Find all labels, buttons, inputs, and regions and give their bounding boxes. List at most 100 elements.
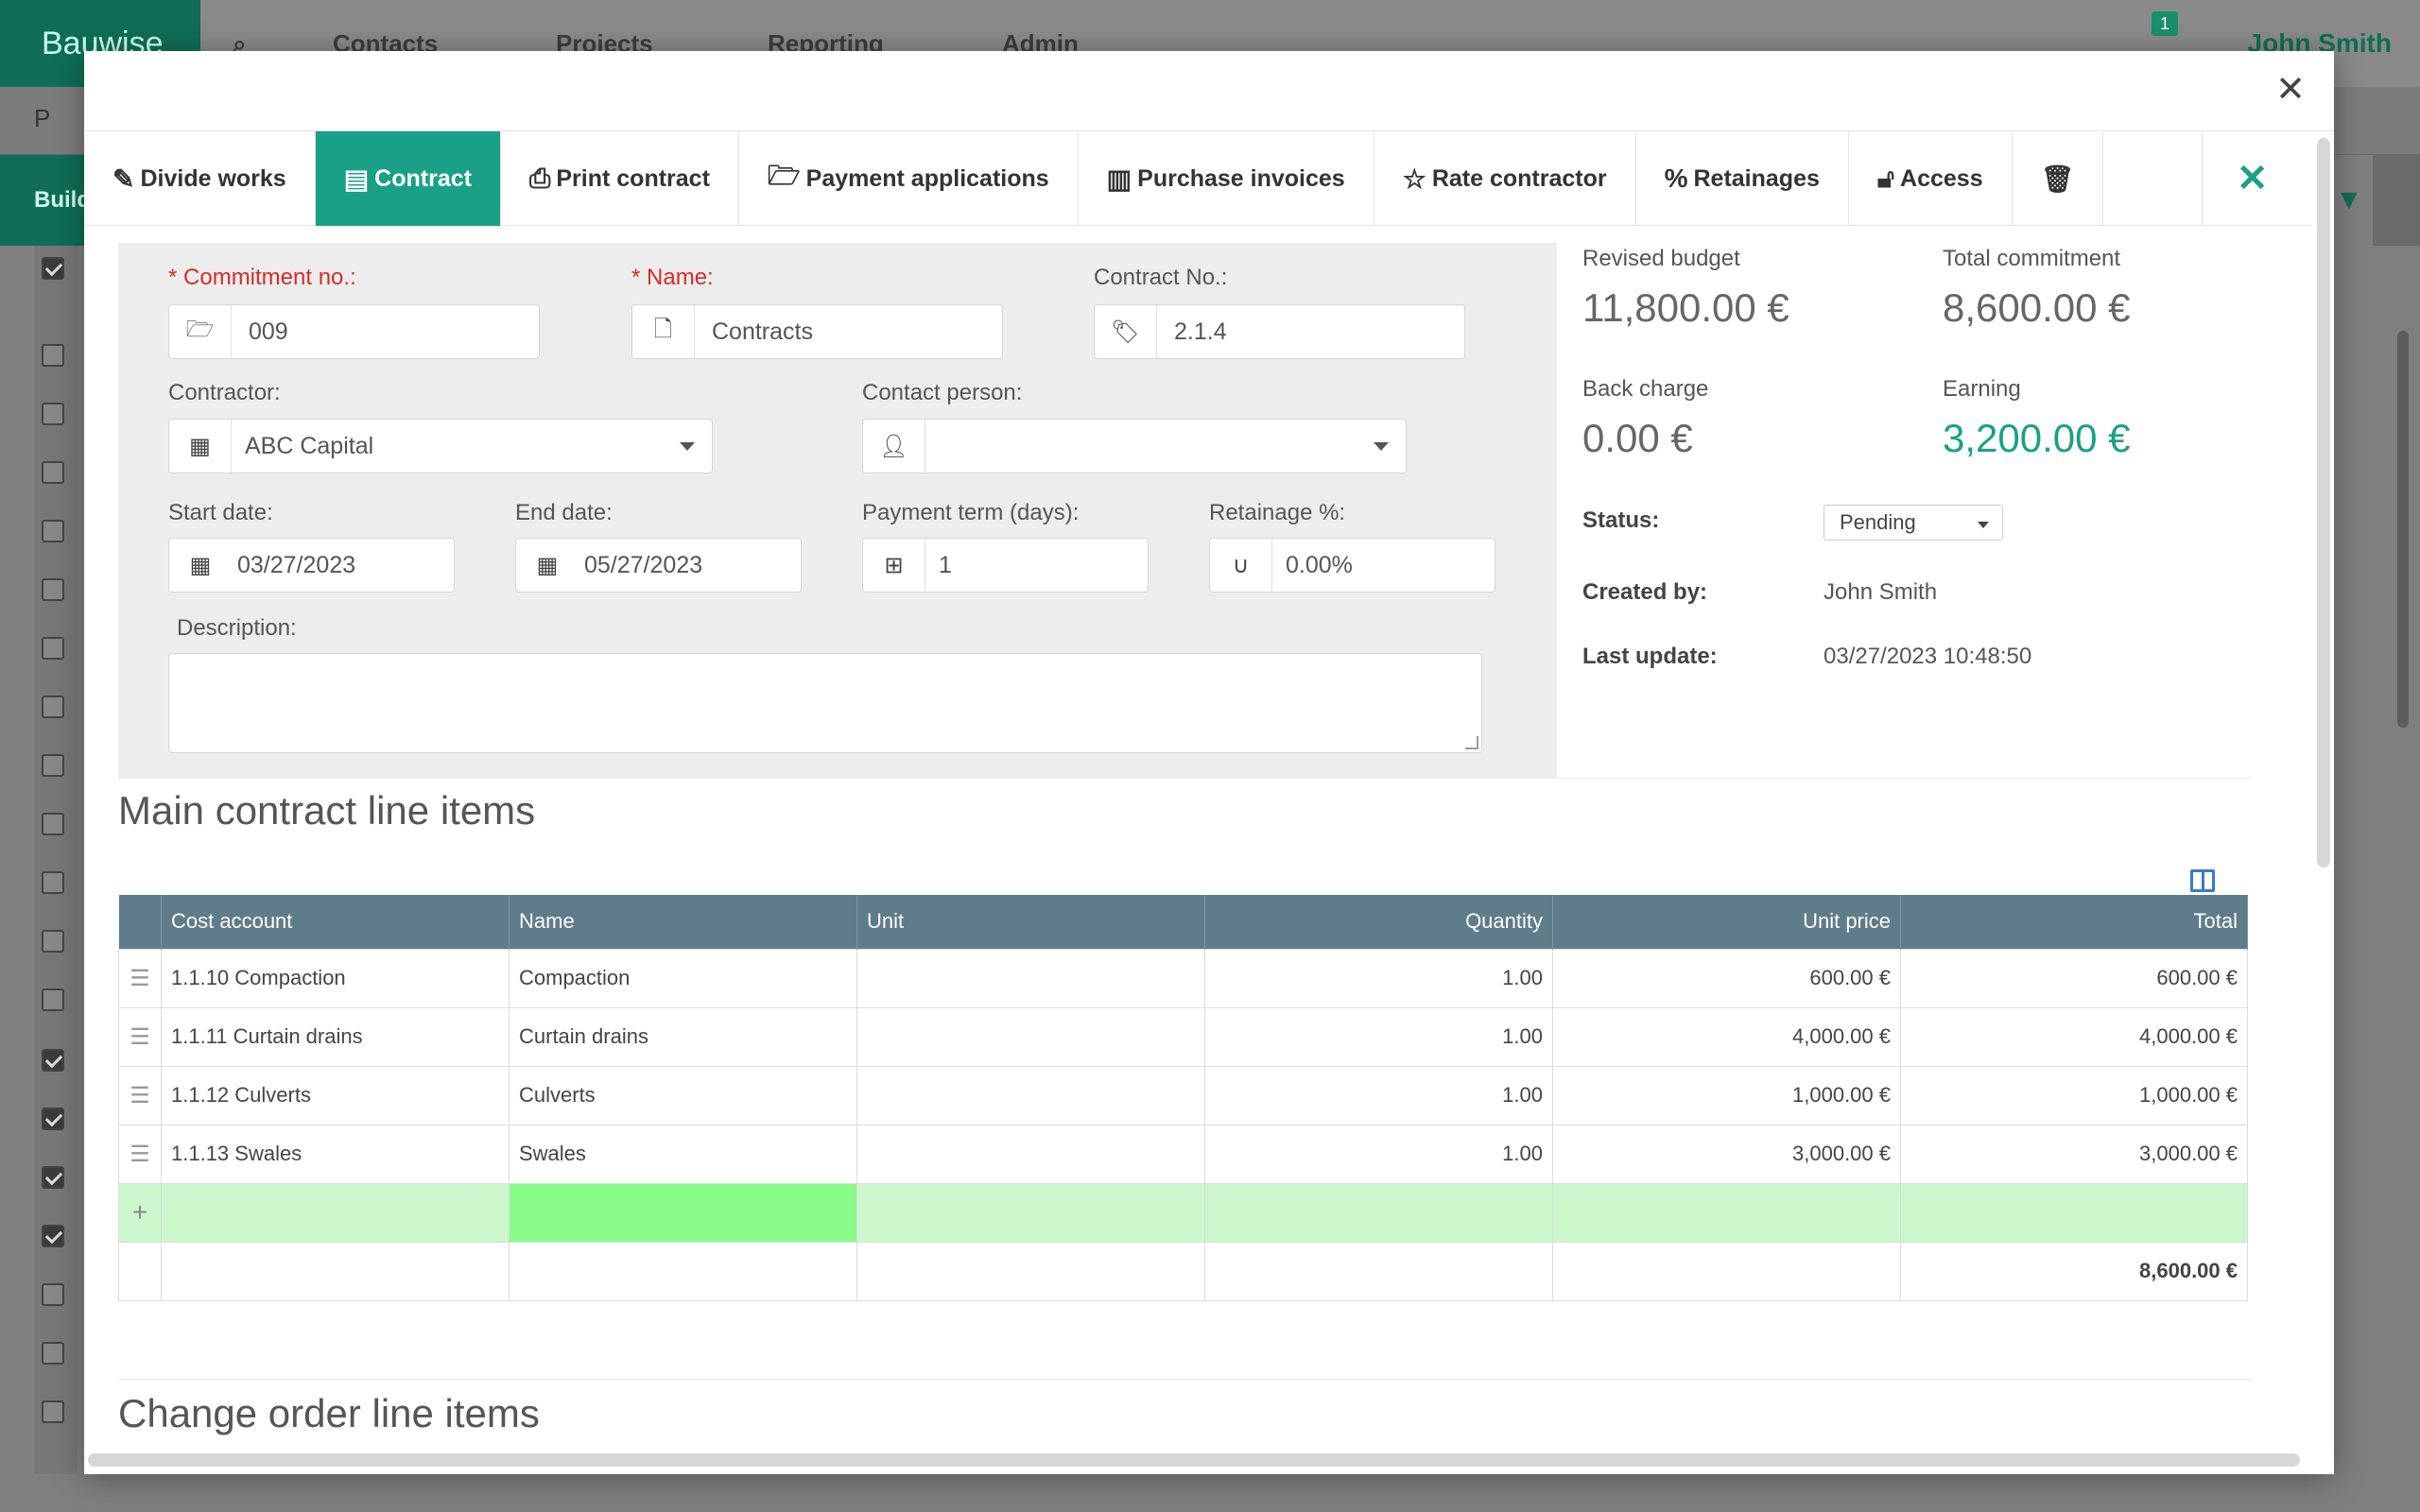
status-select[interactable]: Pending (1824, 505, 2003, 541)
row-checkbox[interactable] (42, 520, 64, 542)
cell-name[interactable]: Culverts (509, 1065, 857, 1125)
contact-person-select[interactable]: 👤︎ (862, 419, 1407, 473)
cell-cost-account[interactable]: 1.1.11 Curtain drains (161, 1006, 510, 1067)
new-cell-name[interactable] (509, 1182, 857, 1243)
cell-cost-account[interactable]: 1.1.10 Compaction (161, 948, 510, 1008)
row-checkbox[interactable] (42, 461, 64, 484)
drag-handle-icon[interactable]: ☰ (118, 1124, 162, 1184)
app-greenbar: Build (0, 155, 95, 246)
cell-quantity[interactable]: 1.00 (1204, 1065, 1553, 1125)
start-date-field[interactable]: ▦ 03/27/2023 (168, 538, 455, 593)
cell-total: 4,000.00 € (1900, 1006, 2248, 1067)
cell-unit-price[interactable]: 600.00 € (1552, 948, 1901, 1008)
tab-label: Payment applications (805, 164, 1049, 192)
column-header-cost-account[interactable]: Cost account (161, 895, 510, 949)
tab-payment-applications[interactable]: 🗁 Payment applications (739, 131, 1079, 226)
row-checkbox[interactable] (42, 754, 64, 777)
table-row[interactable]: ☰ 1.1.12 Culverts Culverts 1.00 1,000.00… (118, 1065, 2248, 1125)
cell-name[interactable]: Swales (509, 1124, 857, 1184)
tab-contract[interactable]: ▤ Contract (315, 131, 501, 226)
new-row[interactable]: + (118, 1182, 2248, 1243)
filter-icon[interactable]: ▼ (2335, 184, 2363, 215)
table-row[interactable]: ☰ 1.1.11 Curtain drains Curtain drains 1… (118, 1006, 2248, 1067)
close-tab-button[interactable]: ✕ (2203, 131, 2302, 226)
row-checkbox[interactable] (42, 1283, 64, 1306)
column-header-total[interactable]: Total (1900, 895, 2248, 949)
contract-modal: ✕ ✎ Divide works ▤ Contract ⎙ Print cont… (84, 51, 2334, 1474)
description-textarea[interactable] (168, 653, 1482, 753)
table-row[interactable]: ☰ 1.1.10 Compaction Compaction 1.00 600.… (118, 948, 2248, 1008)
select-all-checkbox[interactable] (42, 257, 64, 280)
vertical-scrollbar[interactable] (2317, 138, 2330, 868)
row-checkbox[interactable] (42, 813, 64, 835)
cell-unit[interactable] (856, 948, 1205, 1008)
cell-unit-price[interactable]: 1,000.00 € (1552, 1065, 1901, 1125)
contractor-select[interactable]: ▦ ABC Capital (168, 419, 713, 473)
row-checkbox[interactable] (42, 988, 64, 1011)
table-row[interactable]: ☰ 1.1.13 Swales Swales 1.00 3,000.00 € 3… (118, 1124, 2248, 1184)
cell-cost-account[interactable]: 1.1.12 Culverts (161, 1065, 510, 1125)
tab-purchase-invoices[interactable]: ▥ Purchase invoices (1079, 131, 1374, 226)
created-by-value: John Smith (1824, 579, 1938, 605)
column-header-quantity[interactable]: Quantity (1204, 895, 1553, 949)
plus-icon[interactable]: + (118, 1182, 162, 1243)
cell-quantity[interactable]: 1.00 (1204, 948, 1553, 1008)
new-cell-quantity[interactable] (1204, 1182, 1553, 1243)
cell-unit-price[interactable]: 4,000.00 € (1552, 1006, 1901, 1067)
column-header-unit-price[interactable]: Unit price (1552, 895, 1901, 949)
cell-quantity[interactable]: 1.00 (1204, 1124, 1553, 1184)
drag-handle-icon[interactable]: ☰ (118, 948, 162, 1008)
tab-retainages[interactable]: % Retainages (1636, 131, 1849, 226)
row-checkbox[interactable] (42, 578, 64, 601)
drag-handle-icon[interactable]: ☰ (118, 1065, 162, 1125)
row-checkbox[interactable] (42, 930, 64, 953)
row-checkbox[interactable] (42, 1166, 64, 1189)
tab-label: Contract (374, 164, 472, 192)
cell-unit[interactable] (856, 1065, 1205, 1125)
row-checkbox[interactable] (42, 1342, 64, 1365)
search-icon[interactable]: ⌕ (233, 29, 247, 58)
payment-term-field[interactable]: ⊞ 1 (862, 538, 1149, 593)
columns-icon[interactable] (2190, 869, 2215, 892)
cell-quantity[interactable]: 1.00 (1204, 1006, 1553, 1067)
last-update-value: 03/27/2023 10:48:50 (1824, 644, 2032, 669)
row-checkbox[interactable] (42, 1225, 64, 1247)
row-checkbox[interactable] (42, 344, 64, 367)
new-cell-unit[interactable] (856, 1182, 1205, 1243)
retainage-field[interactable]: ∪ 0.00% (1209, 538, 1495, 593)
cell-unit[interactable] (856, 1006, 1205, 1067)
row-checkbox[interactable] (42, 1108, 64, 1130)
row-checkbox[interactable] (42, 1049, 64, 1072)
column-header-name[interactable]: Name (509, 895, 857, 949)
row-checkbox[interactable] (42, 871, 64, 894)
commitment-no-field[interactable]: 🗁 009 (168, 304, 540, 359)
end-date-field[interactable]: ▦ 05/27/2023 (515, 538, 802, 593)
tab-print-contract[interactable]: ⎙ Print contract (501, 131, 739, 226)
notification-badge[interactable]: 1 (2152, 11, 2178, 36)
contract-no-field[interactable]: 🏷︎ 2.1.4 (1094, 304, 1465, 359)
cell-unit-price[interactable]: 3,000.00 € (1552, 1124, 1901, 1184)
horizontal-scrollbar[interactable] (88, 1453, 2300, 1467)
row-checkbox[interactable] (42, 637, 64, 660)
cell-unit[interactable] (856, 1124, 1205, 1184)
building-icon: ▦ (169, 420, 232, 472)
new-cell-cost-account[interactable] (161, 1182, 510, 1243)
total-commitment-value: 8,600.00 € (1943, 285, 2131, 330)
row-checkbox[interactable] (42, 1400, 64, 1423)
name-field[interactable]: 🗋 Contracts (631, 304, 1003, 359)
app-scrollbar[interactable] (2397, 331, 2409, 728)
tab-access[interactable]: 🔓︎ Access (1849, 131, 2013, 226)
drag-handle-icon[interactable]: ☰ (118, 1006, 162, 1067)
column-header-unit[interactable]: Unit (856, 895, 1205, 949)
delete-button[interactable]: 🗑︎ (2013, 131, 2104, 226)
row-checkbox[interactable] (42, 403, 64, 425)
cell-name[interactable]: Compaction (509, 948, 857, 1008)
row-checkbox[interactable] (42, 696, 64, 718)
retainage-value: 0.00% (1286, 551, 1353, 578)
cell-cost-account[interactable]: 1.1.13 Swales (161, 1124, 510, 1184)
close-icon[interactable]: ✕ (2275, 70, 2306, 110)
tab-rate-contractor[interactable]: ☆ Rate contractor (1374, 131, 1636, 226)
new-cell-unit-price[interactable] (1552, 1182, 1901, 1243)
cell-name[interactable]: Curtain drains (509, 1006, 857, 1067)
tab-divide-works[interactable]: ✎ Divide works (84, 131, 316, 226)
